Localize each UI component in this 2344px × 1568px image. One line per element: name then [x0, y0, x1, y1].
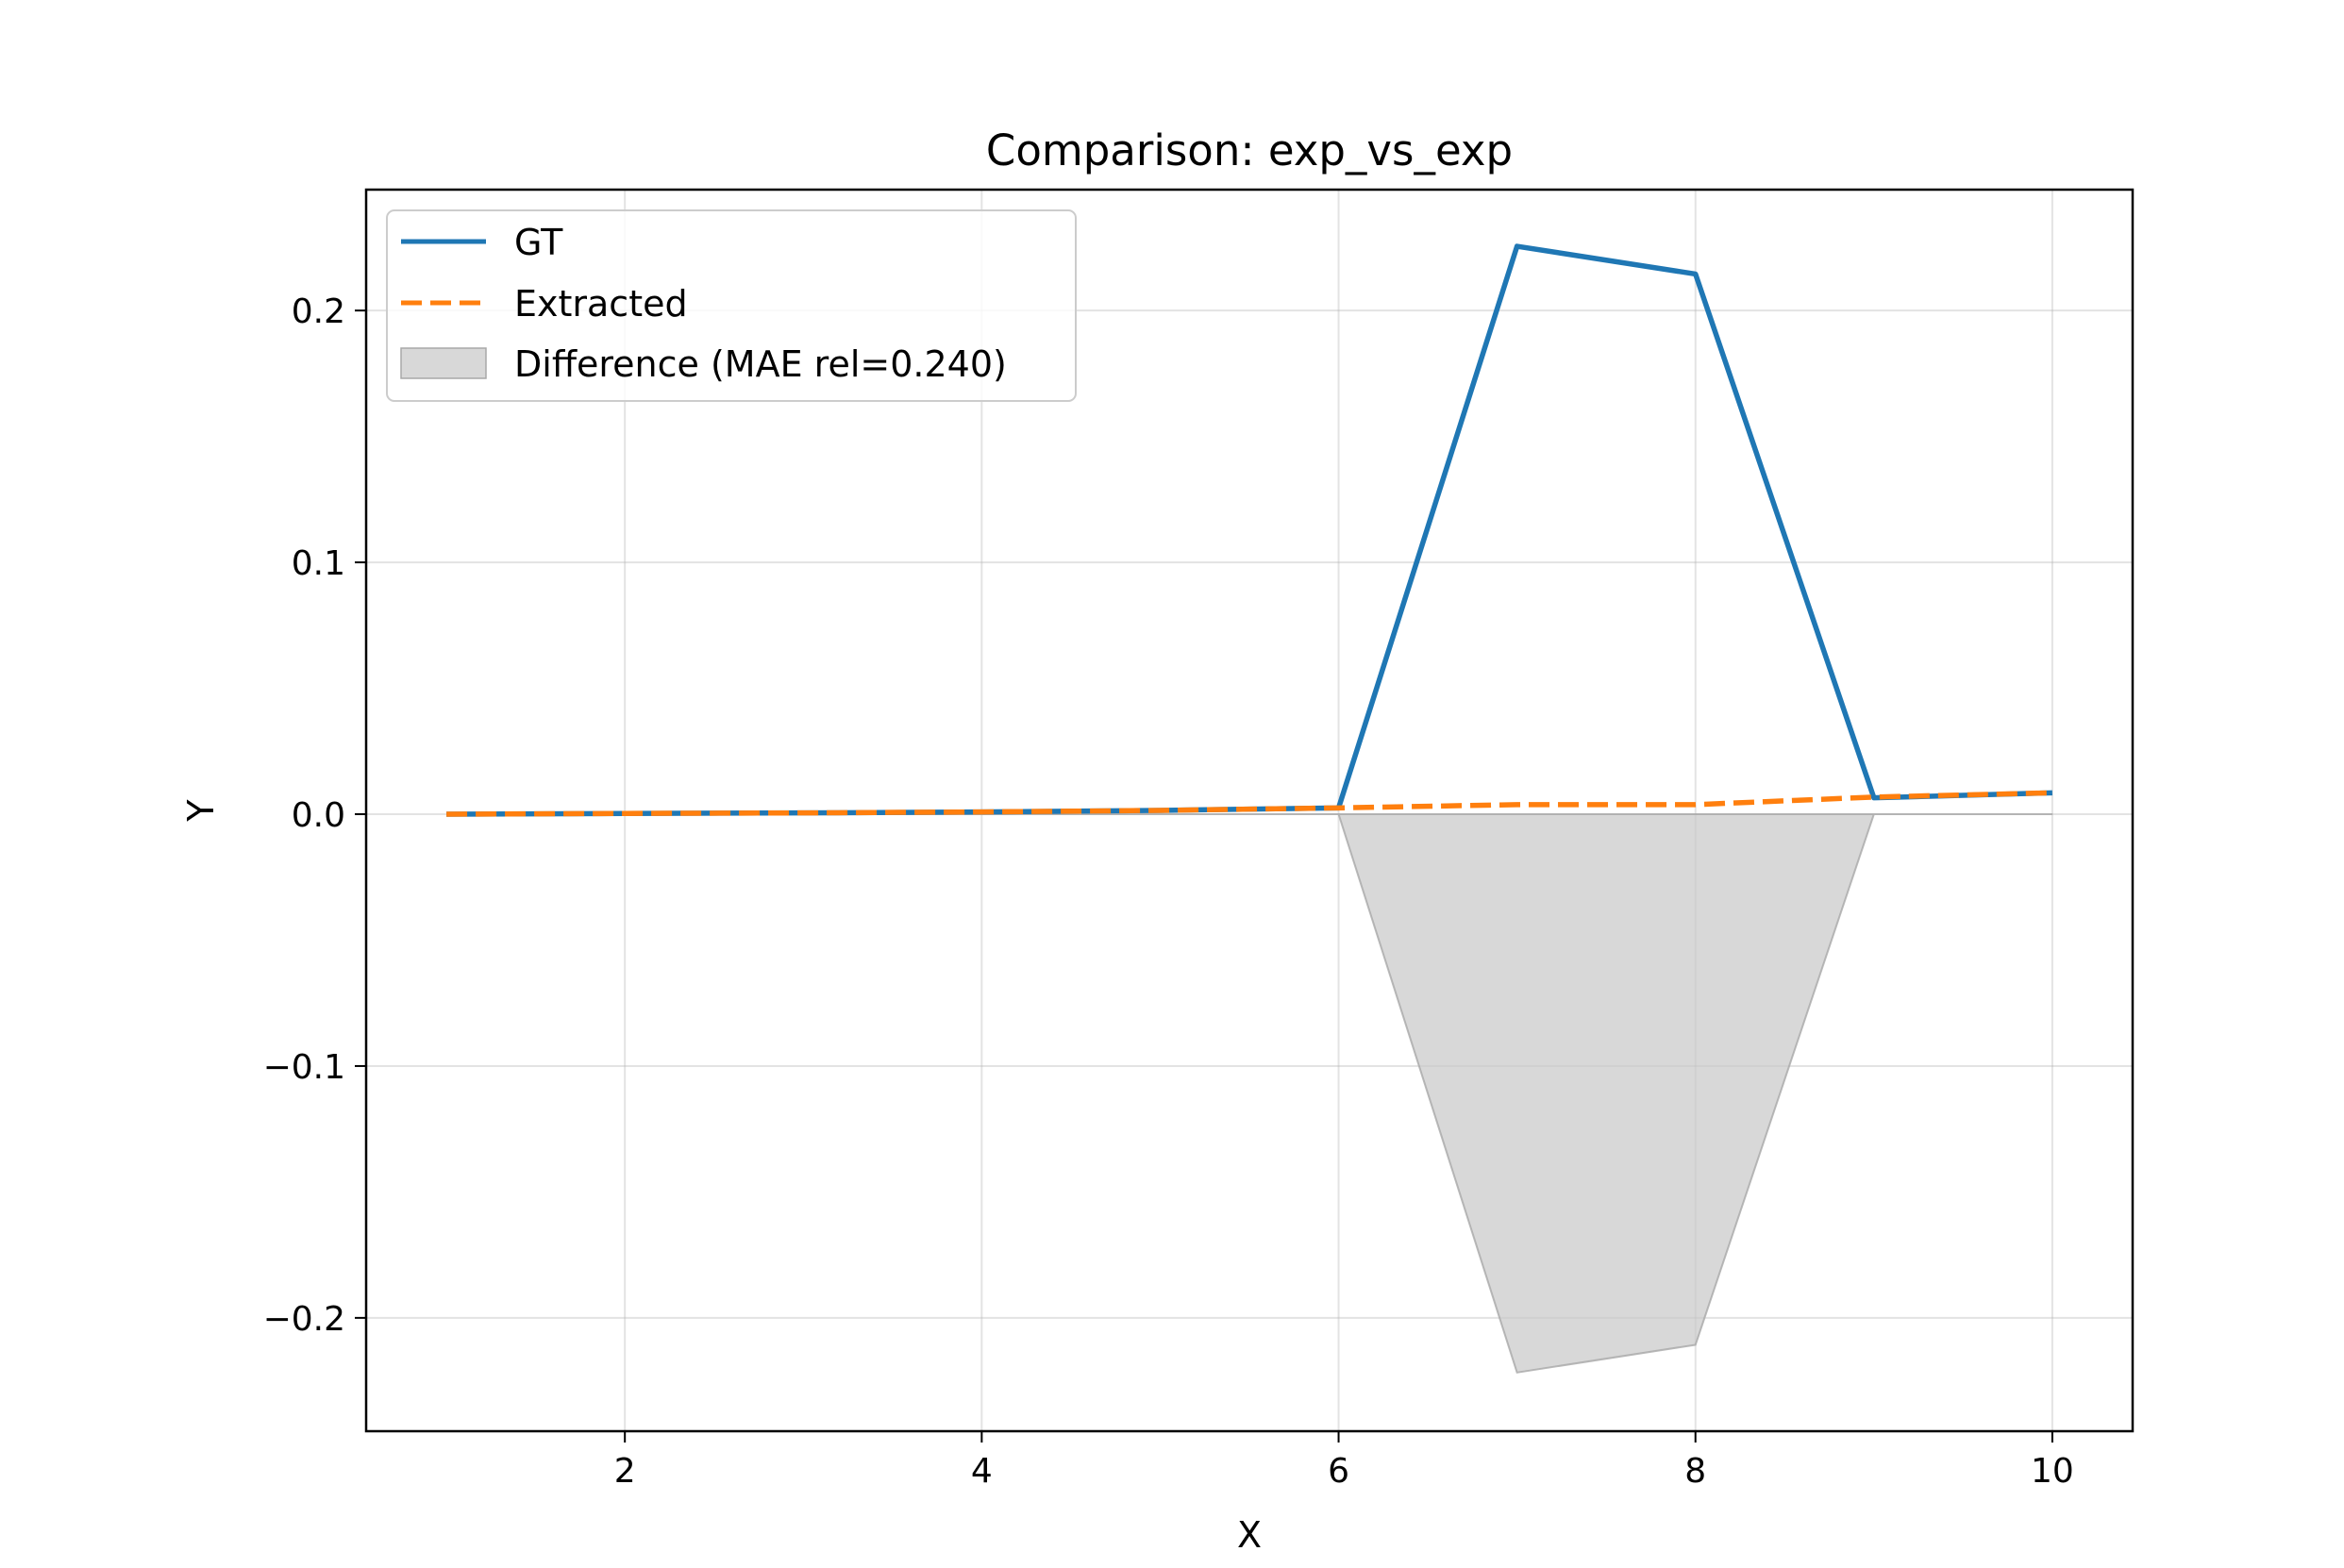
x-tick-label: 10	[2031, 1452, 2074, 1491]
y-tick-label: 0.0	[292, 796, 345, 835]
x-axis-label: X	[1237, 1514, 1262, 1556]
legend-extracted-label: Extracted	[514, 283, 688, 325]
legend-gt-label: GT	[514, 222, 563, 263]
legend: GT Extracted Difference (MAE rel=0.240)	[386, 209, 1077, 402]
legend-difference-swatch	[400, 347, 487, 379]
x-tick-label: 2	[614, 1452, 636, 1491]
y-axis-label: Y	[180, 799, 222, 823]
series-line-extracted	[446, 790, 2052, 817]
legend-box	[386, 209, 1077, 402]
y-tick-label: 0.2	[292, 292, 345, 331]
y-tick-label: 0.1	[292, 544, 345, 583]
legend-difference-label: Difference (MAE rel=0.240)	[514, 343, 1007, 385]
chart-title: Comparison: exp_vs_exp	[986, 125, 1513, 175]
series-layer	[446, 243, 2052, 817]
y-tick-label: −0.1	[263, 1048, 345, 1087]
x-axis-ticks: 2 4 6 8 10	[614, 1431, 2074, 1491]
y-tick-label: −0.2	[263, 1300, 345, 1339]
x-tick-label: 6	[1328, 1452, 1349, 1491]
plot-frame	[364, 188, 2135, 1433]
x-tick-label: 8	[1684, 1452, 1706, 1491]
x-tick-label: 4	[971, 1452, 993, 1491]
y-axis-ticks: −0.2 −0.1 0.0 0.1 0.2	[263, 292, 366, 1339]
